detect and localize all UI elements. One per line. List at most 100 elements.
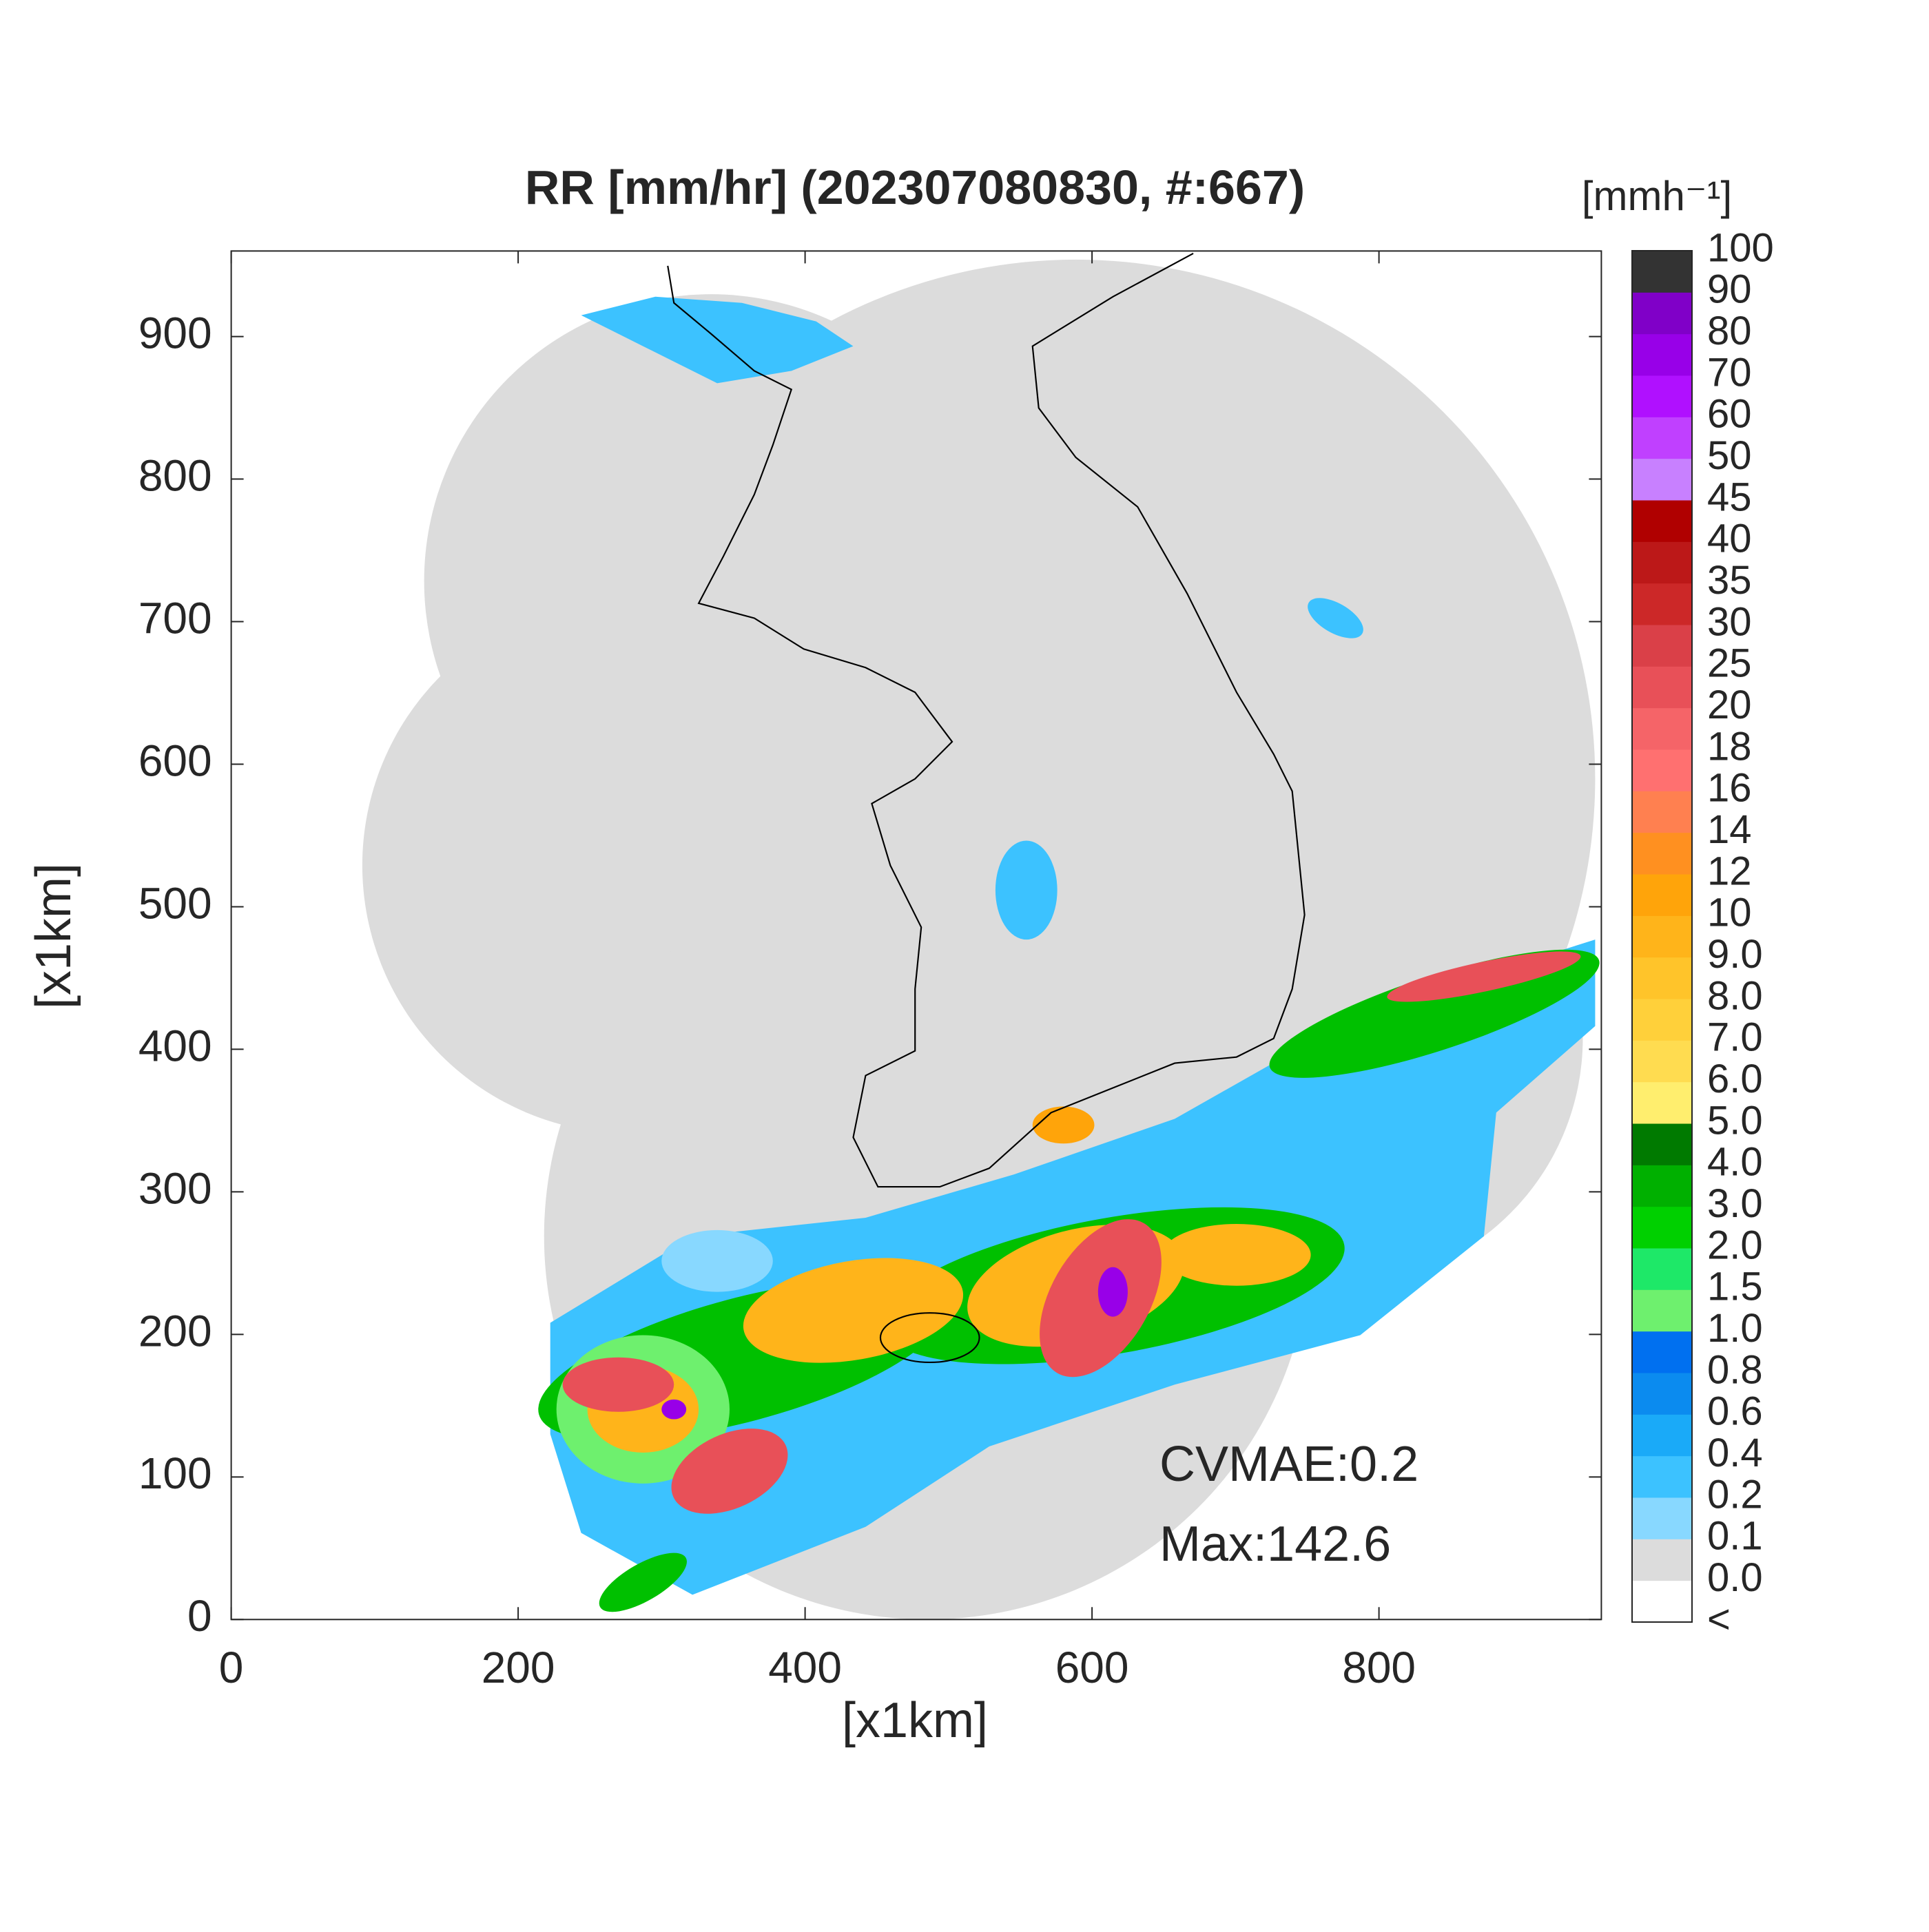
colorbar-swatch: [1632, 832, 1692, 875]
colorbar-tick-label: 0.2: [1707, 1472, 1763, 1517]
colorbar-tick-label: 0.0: [1707, 1555, 1763, 1600]
colorbar-tick-label: 1.0: [1707, 1306, 1763, 1351]
y-axis-label: [x1km]: [26, 863, 81, 1009]
colorbar-tick-label: 1.5: [1707, 1265, 1763, 1309]
coast-line: [667, 253, 1306, 1188]
x-tick-label: 200: [482, 1643, 555, 1692]
colorbar-tick-label: <: [1707, 1597, 1731, 1641]
jeju-outline: [879, 1312, 980, 1364]
x-tick-label: 400: [768, 1643, 842, 1692]
x-tick-label: 600: [1055, 1643, 1129, 1692]
annotation: CVMAE:0.2: [1159, 1437, 1419, 1492]
colorbar-swatch: [1632, 292, 1692, 335]
y-tick-label: 700: [138, 593, 212, 643]
colorbar-swatch: [1632, 500, 1692, 542]
colorbar-tick-label: 16: [1707, 766, 1752, 811]
colorbar-tick-label: 45: [1707, 475, 1752, 519]
colorbar-tick-label: 20: [1707, 683, 1752, 727]
rain-area: [661, 1399, 687, 1420]
colorbar-tick-label: 6.0: [1707, 1057, 1763, 1101]
colorbar-tick-label: 2.0: [1707, 1223, 1763, 1267]
y-tick-label: 600: [138, 736, 212, 785]
x-axis-label: [x1km]: [842, 1693, 988, 1748]
colorbar-tick-label: 18: [1707, 724, 1752, 769]
rain-area: [995, 840, 1058, 940]
rain-area: [562, 1357, 674, 1412]
chart-title: RR [mm/hr] (202307080830, #:667): [525, 160, 1305, 214]
y-tick-label: 100: [138, 1448, 212, 1498]
colorbar-swatch: [1632, 541, 1692, 584]
colorbar-swatch: [1632, 1123, 1692, 1165]
y-tick-label: 800: [138, 450, 212, 500]
y-tick-label: 200: [138, 1306, 212, 1355]
colorbar-swatch: [1632, 625, 1692, 667]
colorbar-tick-label: 12: [1707, 849, 1752, 893]
annotation: Max:142.6: [1159, 1517, 1391, 1572]
colorbar-tick-label: 35: [1707, 558, 1752, 603]
colorbar-tick-label: 60: [1707, 392, 1752, 437]
y-tick-label: 400: [138, 1021, 212, 1070]
rain-area: [661, 1229, 773, 1292]
colorbar-swatch: [1632, 1248, 1692, 1290]
rain-area: [1097, 1267, 1128, 1317]
colorbar-swatch: [1632, 999, 1692, 1041]
rain-area: [1162, 1223, 1311, 1286]
y-tick-label: 900: [138, 308, 212, 357]
colorbar-tick-label: 0.6: [1707, 1389, 1763, 1434]
colorbar-swatch: [1632, 1289, 1692, 1332]
colorbar-tick-label: 9.0: [1707, 932, 1763, 977]
coastline: [667, 253, 1306, 1364]
colorbar-tick-label: 80: [1707, 309, 1752, 353]
colorbar-tick-label: 4.0: [1707, 1140, 1763, 1185]
colorbar-swatch: [1632, 1539, 1692, 1581]
colorbar-swatch: [1632, 915, 1692, 958]
colorbar-swatch: [1632, 333, 1692, 376]
colorbar-swatch: [1632, 874, 1692, 916]
colorbar-swatch: [1632, 1040, 1692, 1083]
rain-area: [671, 1429, 788, 1514]
radar-map: [362, 253, 1600, 1620]
rain-area: [1387, 951, 1581, 1002]
colorbar-swatch: [1632, 1206, 1692, 1249]
y-tick-label: 500: [138, 878, 212, 928]
colorbar-tick-label: 5.0: [1707, 1098, 1763, 1143]
colorbar-label: [mmh⁻¹]: [1582, 173, 1732, 219]
colorbar-tick-label: 10: [1707, 891, 1752, 935]
colorbar-tick-label: 3.0: [1707, 1181, 1763, 1226]
colorbar-swatch: [1632, 583, 1692, 625]
colorbar-swatch: [1632, 1165, 1692, 1207]
colorbar-tick-label: 7.0: [1707, 1015, 1763, 1060]
colorbar-tick-label: 50: [1707, 433, 1752, 478]
colorbar-swatch: [1632, 417, 1692, 459]
rain-area: [599, 1552, 687, 1612]
colorbar-tick-label: 0.4: [1707, 1431, 1763, 1475]
colorbar-swatch: [1632, 1081, 1692, 1124]
rain-area: [743, 1258, 964, 1363]
rain-area: [1308, 598, 1363, 638]
colorbar-swatch: [1632, 375, 1692, 417]
precipitation: [538, 296, 1600, 1612]
colorbar-frame: [1631, 250, 1693, 1623]
colorbar-tick-label: 14: [1707, 807, 1752, 852]
colorbar-swatch: [1632, 1414, 1692, 1457]
colorbar-tick-label: 90: [1707, 267, 1752, 312]
y-tick-label: 300: [138, 1163, 212, 1213]
colorbar-swatch: [1632, 791, 1692, 833]
colorbar-swatch: [1632, 1580, 1692, 1623]
colorbar-swatch: [1632, 957, 1692, 999]
colorbar-swatch: [1632, 666, 1692, 709]
colorbar-swatch: [1632, 749, 1692, 791]
rain-area: [1032, 1106, 1095, 1144]
colorbar-tick-label: 0.1: [1707, 1514, 1763, 1559]
x-tick-label: 800: [1342, 1643, 1416, 1692]
colorbar-tick-label: 70: [1707, 350, 1752, 395]
axes-box: [230, 250, 1602, 1621]
colorbar-tick-label: 0.8: [1707, 1347, 1763, 1392]
colorbar-swatch: [1632, 1373, 1692, 1415]
colorbar-swatch: [1632, 251, 1692, 293]
colorbar-swatch: [1632, 1331, 1692, 1373]
colorbar-swatch: [1632, 707, 1692, 750]
colorbar-tick-label: 40: [1707, 517, 1752, 561]
